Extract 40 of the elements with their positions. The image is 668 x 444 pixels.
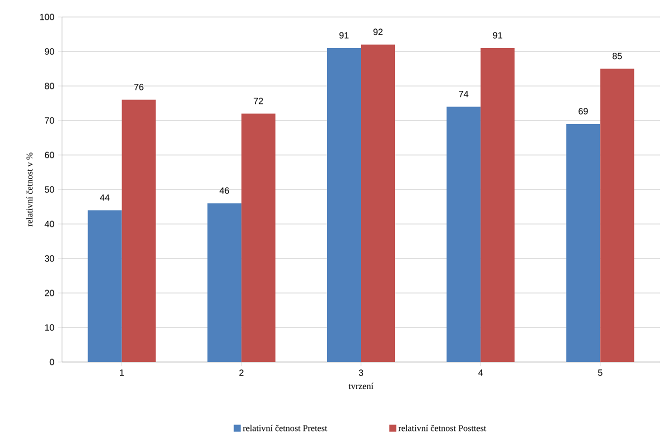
bar xyxy=(327,48,362,362)
legend-label: relativní četnost Pretest xyxy=(242,424,328,432)
x-tick-label: 1 xyxy=(120,370,124,376)
data-label: 76 xyxy=(134,84,144,90)
bar xyxy=(88,210,122,362)
bar xyxy=(122,100,156,362)
y-tick-label: 100 xyxy=(40,14,54,20)
x-tick-label: 5 xyxy=(598,370,602,376)
bar xyxy=(361,44,396,362)
data-label: 69 xyxy=(578,108,588,114)
data-label: 91 xyxy=(339,32,349,39)
x-tick-label: 4 xyxy=(478,370,483,376)
data-label: 74 xyxy=(459,90,468,98)
bar xyxy=(241,114,276,362)
data-label: 46 xyxy=(220,187,230,194)
y-tick-label: 40 xyxy=(44,220,54,228)
y-tick-label: 90 xyxy=(44,48,54,55)
x-tick-label: 2 xyxy=(239,370,244,376)
y-tick-label: 30 xyxy=(44,255,54,262)
x-axis-title: tvrzení xyxy=(348,382,374,390)
data-label: 85 xyxy=(612,52,622,60)
bar xyxy=(446,106,481,362)
data-label: 91 xyxy=(493,32,502,39)
y-axis-title: relativní četnost v % xyxy=(26,152,33,226)
bar xyxy=(480,48,515,362)
y-tick-label: 10 xyxy=(45,324,54,331)
bar xyxy=(207,203,242,362)
x-tick-label: 3 xyxy=(358,370,364,376)
y-tick-label: 50 xyxy=(44,186,54,193)
legend-label: relativní četnost Posttest xyxy=(398,424,486,432)
bar xyxy=(600,68,634,362)
data-label: 72 xyxy=(254,98,263,104)
y-tick-label: 80 xyxy=(44,82,54,90)
y-tick-label: 70 xyxy=(44,117,54,124)
y-tick-label: 60 xyxy=(44,152,54,158)
bar xyxy=(566,124,600,362)
y-tick-label: 0 xyxy=(50,358,54,366)
data-label: 44 xyxy=(100,194,110,201)
y-tick-label: 20 xyxy=(44,290,54,296)
data-label: 92 xyxy=(373,28,383,36)
